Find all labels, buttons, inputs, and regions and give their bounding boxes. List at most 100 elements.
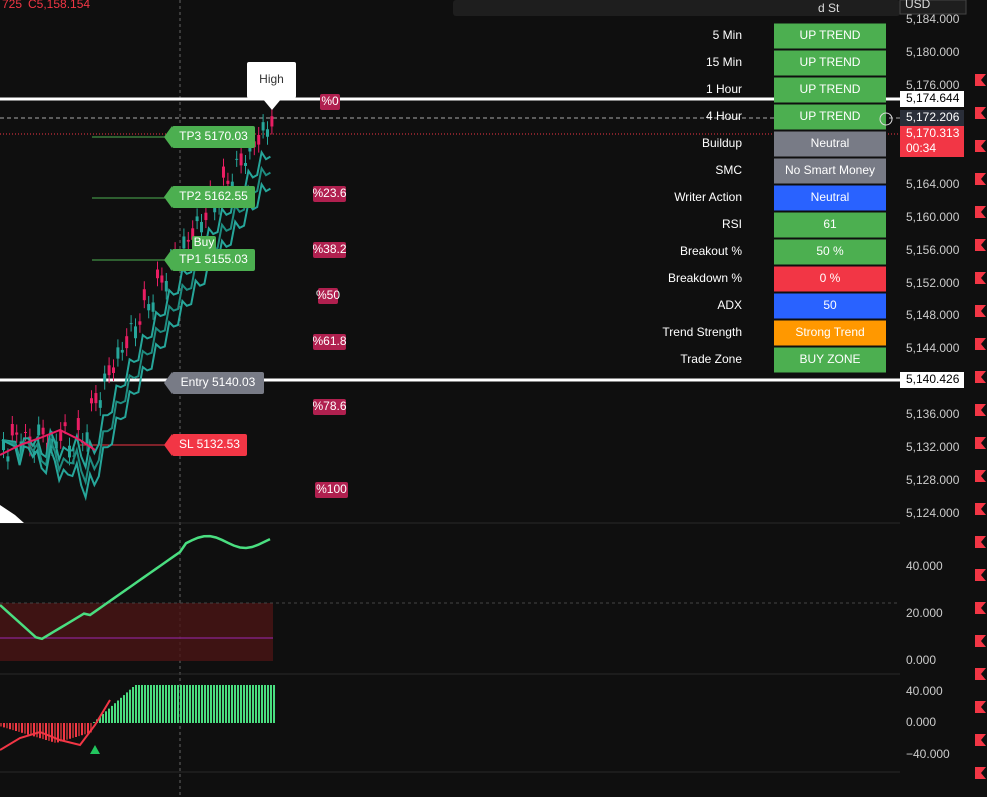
hist-bar	[75, 723, 77, 737]
level-text: TP2 5162.55	[179, 189, 248, 203]
candle	[15, 432, 19, 435]
hist-bar	[30, 723, 32, 736]
hist-bar	[93, 722, 95, 723]
hist-bar	[225, 685, 227, 723]
level-text: Buy	[194, 235, 215, 249]
hist-bar	[72, 723, 74, 738]
hist-bar	[189, 685, 191, 723]
dashboard-status: Neutral	[811, 136, 850, 150]
dashboard-label: 1 Hour	[706, 82, 742, 96]
price-label: 5,180.000	[906, 45, 960, 59]
candle	[116, 347, 120, 359]
flag	[975, 371, 986, 383]
ribbon	[1, 181, 271, 502]
hist-bar	[105, 711, 107, 723]
fib-box	[320, 94, 340, 110]
level-pointer	[164, 249, 172, 271]
buy-arrow	[90, 745, 100, 754]
hist-bar	[27, 723, 29, 735]
osc1-label: 20.000	[906, 606, 943, 620]
level-pointer	[164, 186, 172, 208]
hist-bar	[141, 685, 143, 723]
hist-bar	[258, 685, 260, 723]
candle	[24, 432, 27, 434]
toolbar-title: d St	[818, 1, 840, 15]
hist-bar	[264, 685, 266, 723]
flag	[975, 767, 986, 779]
hist-bar	[21, 723, 23, 733]
level-box	[172, 126, 255, 148]
candle	[63, 422, 67, 427]
hist-bar	[180, 685, 182, 723]
price-tag	[900, 110, 964, 126]
hist-bar	[111, 705, 113, 723]
candle	[6, 456, 10, 462]
level-box	[172, 186, 255, 208]
flag	[975, 734, 986, 746]
fib-box	[315, 482, 348, 498]
hist-bar	[33, 723, 35, 737]
hist-bar	[114, 703, 116, 723]
hist-bar	[246, 685, 248, 723]
dashboard-label: RSI	[722, 217, 742, 231]
dashboard-label: 5 Min	[713, 28, 742, 42]
candle	[257, 134, 261, 145]
price-tag	[900, 126, 964, 142]
hist-bar	[219, 685, 221, 723]
hist-bar	[66, 723, 68, 740]
hist-bar	[45, 723, 47, 740]
hist-bar	[69, 723, 71, 739]
marker	[0, 505, 24, 523]
hist-bar	[39, 723, 41, 739]
hist-bar	[237, 685, 239, 723]
dashboard-cell	[774, 50, 886, 76]
flag	[975, 536, 986, 548]
osc1-label: 40.000	[906, 559, 943, 573]
price-label: 5,128.000	[906, 473, 960, 487]
price-tag-text: 5,140.426	[906, 372, 960, 386]
hist-bar	[198, 685, 200, 723]
flag	[975, 470, 986, 482]
level-box	[172, 249, 255, 271]
candle	[59, 430, 63, 441]
dashboard-label: SMC	[715, 163, 742, 177]
dashboard-label: Buildup	[702, 136, 742, 150]
price-label: 5,160.000	[906, 210, 960, 224]
fib-box	[318, 288, 338, 304]
hist-bar	[162, 685, 164, 723]
add-button[interactable]	[879, 112, 893, 126]
flag	[975, 569, 986, 581]
hist-bar	[249, 685, 251, 723]
hist-bar	[57, 723, 59, 743]
fib-box	[313, 242, 346, 258]
currency-box[interactable]	[899, 0, 967, 15]
price-tag-text: 5,172.206	[906, 110, 960, 124]
level-box	[172, 434, 247, 456]
hist-bar	[117, 700, 119, 723]
dashboard-cell	[774, 347, 886, 373]
candle	[103, 373, 107, 382]
hist-bar	[174, 685, 176, 723]
price-tag	[900, 372, 964, 388]
dashboard-label: Trade Zone	[680, 352, 742, 366]
candle	[138, 321, 142, 325]
candle	[147, 304, 151, 311]
dashboard-label: Breakdown %	[668, 271, 742, 285]
fib-label: %38.2	[312, 242, 346, 256]
hist-bar	[168, 685, 170, 723]
hist-bar	[129, 689, 131, 723]
currency[interactable]: USD	[905, 0, 931, 11]
candle	[90, 398, 93, 404]
flag	[975, 173, 986, 185]
candle	[261, 122, 265, 131]
hist-bar	[135, 685, 137, 723]
candle	[239, 153, 243, 166]
hist-bar	[51, 723, 53, 742]
candle	[112, 367, 115, 373]
hist-bar	[183, 685, 185, 723]
dashboard-status: UP TREND	[800, 55, 861, 69]
level-text: TP1 5155.03	[179, 252, 248, 266]
candle	[94, 393, 98, 404]
hist-bar	[18, 723, 20, 732]
hist-bar	[63, 723, 65, 741]
